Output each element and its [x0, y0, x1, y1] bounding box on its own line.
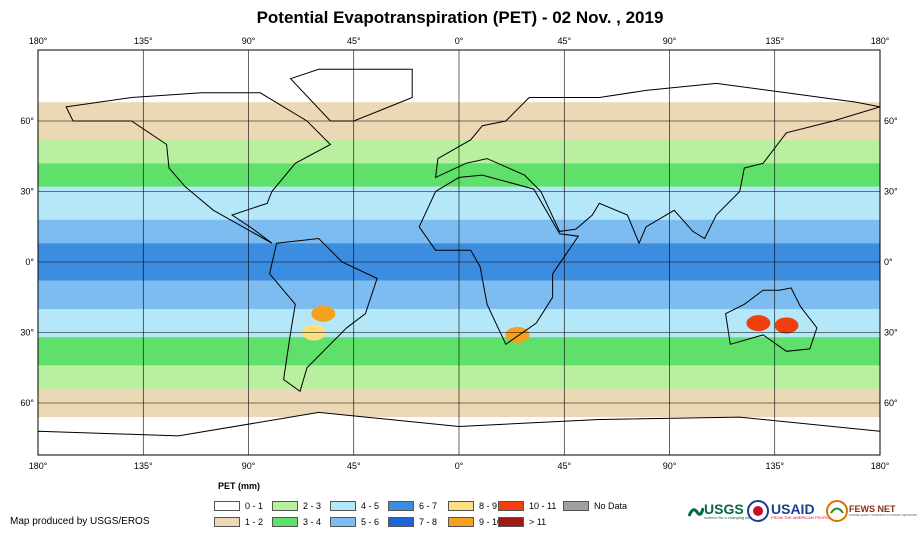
legend-item: No Data [563, 500, 627, 512]
continent-south-america [269, 237, 378, 393]
usgs-text: USGS [704, 501, 744, 517]
credit-text: Map produced by USGS/EROS [10, 516, 150, 527]
legend-title: PET (mm) [218, 481, 261, 491]
pet-hotspot [505, 326, 530, 343]
lon-tick-label-bottom: 180° [29, 461, 48, 471]
lon-tick-label-bottom: 135° [765, 461, 784, 471]
usgs-wave-icon [688, 507, 704, 517]
legend-item: 0 - 1 [214, 500, 263, 512]
legend-swatch [448, 501, 474, 511]
pet-hotspot [774, 317, 799, 334]
legend-swatch [214, 501, 240, 511]
map-frame [37, 49, 881, 456]
legend-label: 1 - 2 [245, 517, 264, 527]
lat-tick-label-left: 30° [20, 187, 34, 197]
legend-label: 9 - 10 [479, 517, 503, 527]
legend-item: 3 - 4 [272, 516, 321, 528]
legend-swatch [448, 517, 474, 527]
legend-label: No Data [594, 501, 628, 511]
lat-tick-label-right: 0° [884, 257, 893, 267]
lon-tick-label-top: 45° [557, 36, 571, 46]
legend-label: 8 - 9 [479, 501, 498, 511]
usgs-tagline: science for a changing world [704, 515, 755, 520]
legend-swatch [498, 501, 524, 511]
legend-label: 4 - 5 [361, 501, 380, 511]
legend-item: 7 - 8 [388, 516, 437, 528]
fews-net-logo: FEWS NET FAMINE EARLY WARNING SYSTEMS NE… [826, 497, 917, 525]
legend-label: 10 - 11 [529, 501, 557, 511]
continent-australia [725, 287, 818, 352]
legend-swatch [272, 517, 298, 527]
legend-swatch [498, 517, 524, 527]
legend-item: 9 - 10 [448, 516, 502, 528]
legend-item: 5 - 6 [330, 516, 379, 528]
usaid-logo: USAID FROM THE AMERICAN PEOPLE [747, 497, 831, 525]
legend-label: 7 - 8 [419, 517, 438, 527]
lat-tick-label-right: 30° [884, 187, 898, 197]
legend-item: 8 - 9 [448, 500, 497, 512]
fews-net-text: FEWS NET [849, 504, 896, 514]
usaid-seal-icon [747, 500, 769, 522]
lon-tick-label-bottom: 90° [242, 461, 256, 471]
legend-swatch [388, 501, 414, 511]
lat-tick-label-left: 60° [20, 116, 34, 126]
usaid-text: USAID [771, 501, 815, 517]
lon-tick-label-bottom: 45° [557, 461, 571, 471]
lon-tick-label-top: 180° [871, 36, 890, 46]
lon-tick-label-bottom: 135° [134, 461, 153, 471]
legend-item: 10 - 11 [498, 500, 556, 512]
legend-swatch [214, 517, 240, 527]
lon-tick-label-top: 90° [663, 36, 677, 46]
legend-label: > 11 [529, 517, 547, 527]
legend-swatch [330, 501, 356, 511]
continent-north-america [65, 92, 332, 244]
lat-tick-label-left: 30° [20, 328, 34, 338]
legend-label: 6 - 7 [419, 501, 438, 511]
lon-tick-label-bottom: 45° [347, 461, 361, 471]
legend-item: > 11 [498, 516, 546, 528]
legend-label: 5 - 6 [361, 517, 380, 527]
lon-tick-label-top: 180° [29, 36, 48, 46]
legend-label: 3 - 4 [303, 517, 322, 527]
legend-item: 1 - 2 [214, 516, 263, 528]
legend-item: 2 - 3 [272, 500, 321, 512]
legend-swatch [388, 517, 414, 527]
fews-net-globe-icon [826, 500, 848, 522]
continent-africa [418, 174, 580, 346]
lat-tick-label-right: 60° [884, 398, 898, 408]
lon-tick-label-top: 90° [242, 36, 256, 46]
legend-label: 2 - 3 [303, 501, 322, 511]
legend-swatch [272, 501, 298, 511]
fews-net-tagline: FAMINE EARLY WARNING SYSTEMS NETWORK [849, 513, 918, 517]
legend-swatch [563, 501, 589, 511]
legend-item: 4 - 5 [330, 500, 379, 512]
lat-tick-label-right: 60° [884, 116, 898, 126]
lat-tick-label-right: 30° [884, 328, 898, 338]
lon-tick-label-bottom: 90° [663, 461, 677, 471]
lon-tick-label-top: 0° [455, 36, 464, 46]
pet-hotspot [746, 315, 771, 332]
lat-tick-label-left: 60° [20, 398, 34, 408]
lon-tick-label-bottom: 0° [455, 461, 464, 471]
usaid-tagline: FROM THE AMERICAN PEOPLE [771, 515, 831, 520]
legend-item: 6 - 7 [388, 500, 437, 512]
axis-ticks: 180° 180° 135° 135° 90° 90° 45° 45° 0° 0° 45° 45° 90… [20, 36, 898, 471]
graticule [38, 50, 880, 455]
map-title: Potential Evapotranspiration (PET) - 02 … [256, 8, 664, 27]
pet-hotspot [311, 305, 336, 322]
continent-eurasia [434, 82, 880, 245]
lon-tick-label-top: 45° [347, 36, 361, 46]
legend-swatch [330, 517, 356, 527]
lon-tick-label-top: 135° [134, 36, 153, 46]
lon-tick-label-top: 135° [765, 36, 784, 46]
usgs-logo: USGS science for a changing world [688, 497, 755, 525]
legend-label: 0 - 1 [245, 501, 264, 511]
lat-tick-label-left: 0° [25, 257, 34, 267]
lon-tick-label-bottom: 180° [871, 461, 890, 471]
